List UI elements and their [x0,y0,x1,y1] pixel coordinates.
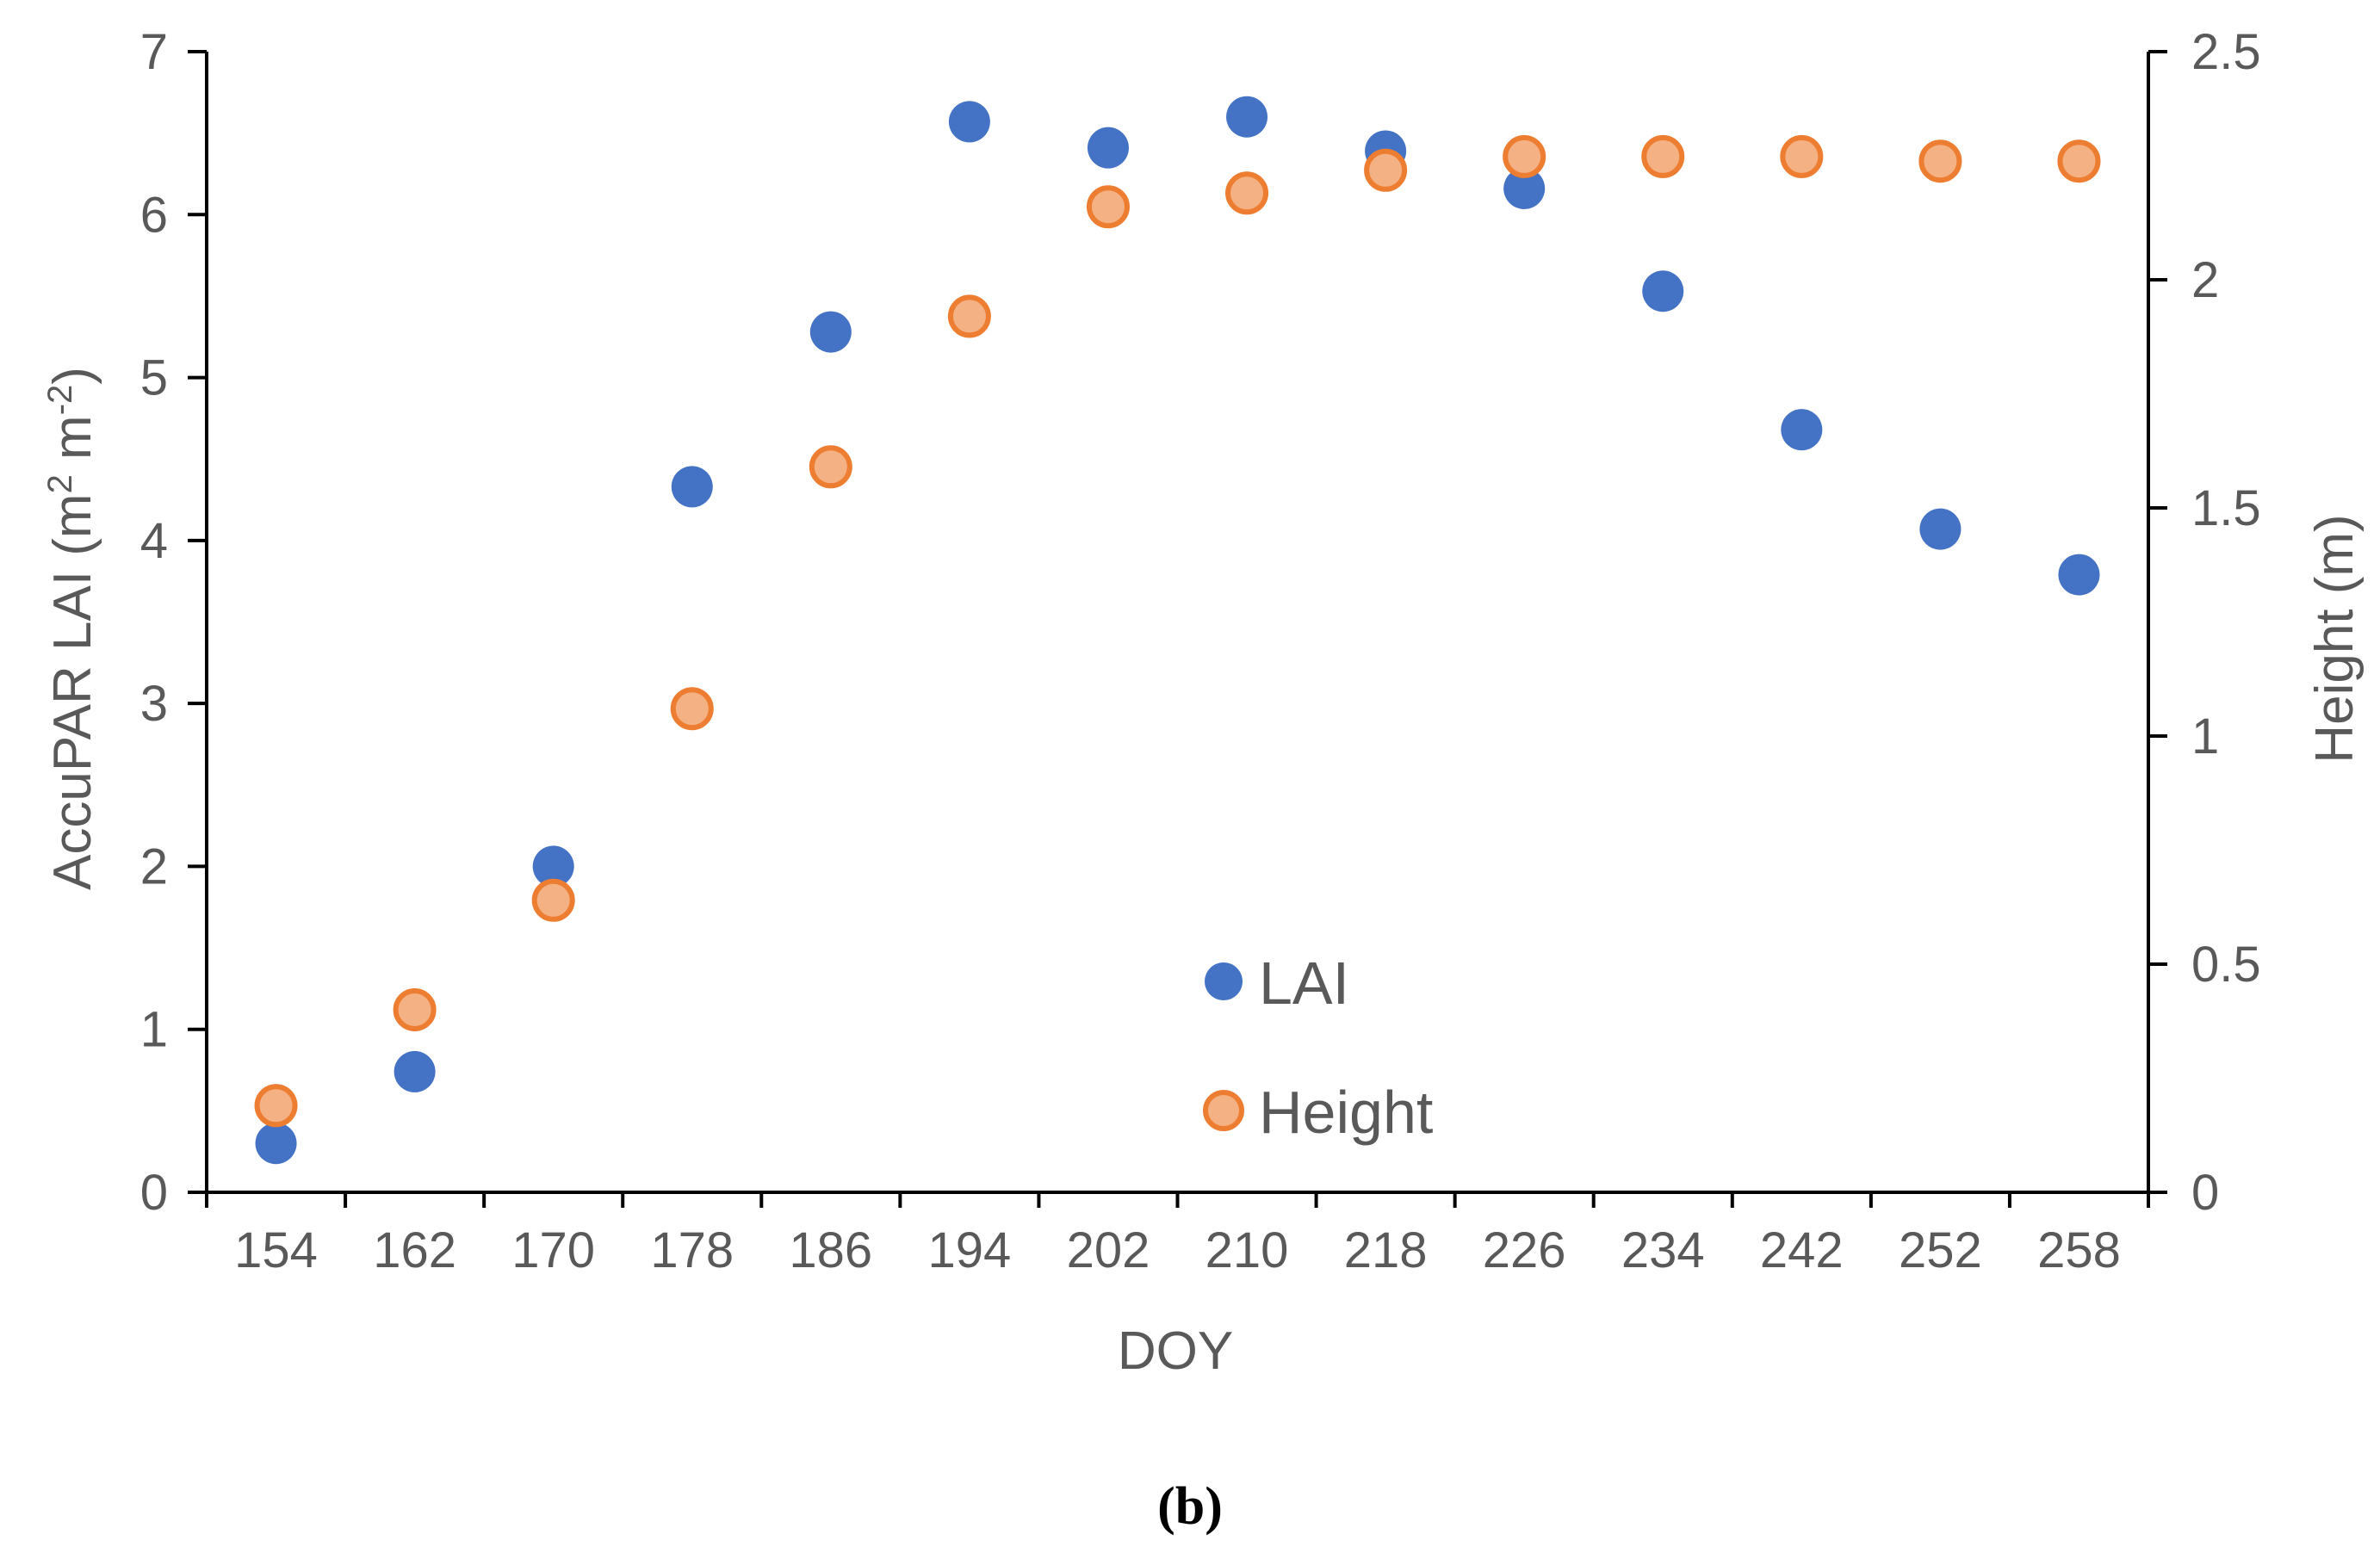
height-point [254,1084,298,1128]
lai-point [1642,270,1684,312]
left-y-tick-label: 6 [140,187,168,243]
right-y-tick-label: 0.5 [2191,937,2261,993]
legend-marker-lai [1205,962,1243,1000]
left-y-ticks: 0 1 2 3 4 5 6 7 [140,24,207,1221]
lai-point [948,101,990,143]
x-tick-label: 226 [1483,1222,1566,1278]
height-point [2057,139,2101,183]
height-point [531,878,575,922]
x-tick-label: 202 [1067,1222,1150,1278]
left-y-tick-label: 7 [140,24,168,80]
legend-label-lai: LAI [1259,950,1349,1017]
height-point [809,445,852,489]
x-tick-label: 186 [789,1222,872,1278]
lai-point [1919,508,1962,550]
x-tick-label: 242 [1760,1222,1844,1278]
axes [205,52,2150,1194]
x-tick-label: 154 [234,1222,318,1278]
left-y-tick-label: 2 [140,838,168,894]
x-tick-label: 194 [928,1222,1012,1278]
x-tick-label: 234 [1621,1222,1705,1278]
lai-point [671,466,713,508]
left-y-axis-title: AccuPAR LAI (m2 m-2) [41,367,102,890]
lai-point [532,845,574,888]
lai-point [809,311,852,353]
height-point [1364,148,1408,192]
height-point [1503,134,1546,178]
right-y-ticks: 0 0.5 1 1.5 2 2.5 [2148,24,2261,1221]
left-y-tick-label: 1 [140,1002,168,1058]
lai-point [394,1050,436,1092]
left-y-tick-label: 4 [140,513,168,569]
series-height [254,134,2101,1128]
height-point [1225,171,1269,215]
right-y-tick-label: 0 [2191,1165,2219,1221]
legend-marker-height [1203,1090,1244,1131]
lai-point [255,1123,297,1165]
height-point [1086,185,1130,229]
height-point [947,294,991,338]
height-point [670,687,714,731]
x-tick-label: 178 [650,1222,734,1278]
legend-label-height: Height [1259,1079,1433,1146]
left-y-tick-label: 5 [140,350,168,406]
height-point [1641,134,1685,178]
height-point [393,988,437,1031]
height-point [1780,134,1824,178]
lai-point [1087,127,1129,169]
right-y-axis-title: Height (m) [2305,514,2365,763]
x-tick-label: 162 [373,1222,456,1278]
height-point [1918,139,1962,183]
legend: LAI Height [1203,950,1433,1146]
lai-point [1781,409,1823,451]
left-y-tick-label: 0 [140,1165,168,1221]
x-axis-title: DOY [1118,1321,1233,1381]
x-tick-label: 252 [1899,1222,1982,1278]
figure-caption: (b) [1157,1477,1223,1536]
series-lai [255,96,2100,1165]
lai-point [1226,96,1268,138]
x-ticks: 154 162 170 178 186 194 202 210 218 226 234 242 252 2… [205,1192,2150,1278]
left-y-tick-label: 3 [140,676,168,732]
lai-point [2058,554,2100,596]
x-tick-label: 258 [2037,1222,2121,1278]
lai-point [1503,168,1546,209]
right-y-tick-label: 2 [2191,252,2219,308]
x-tick-label: 218 [1344,1222,1428,1278]
right-y-tick-label: 1.5 [2191,480,2261,536]
right-y-tick-label: 1 [2191,708,2219,764]
x-tick-label: 170 [511,1222,595,1278]
x-tick-label: 210 [1205,1222,1289,1278]
right-y-tick-label: 2.5 [2191,24,2261,80]
